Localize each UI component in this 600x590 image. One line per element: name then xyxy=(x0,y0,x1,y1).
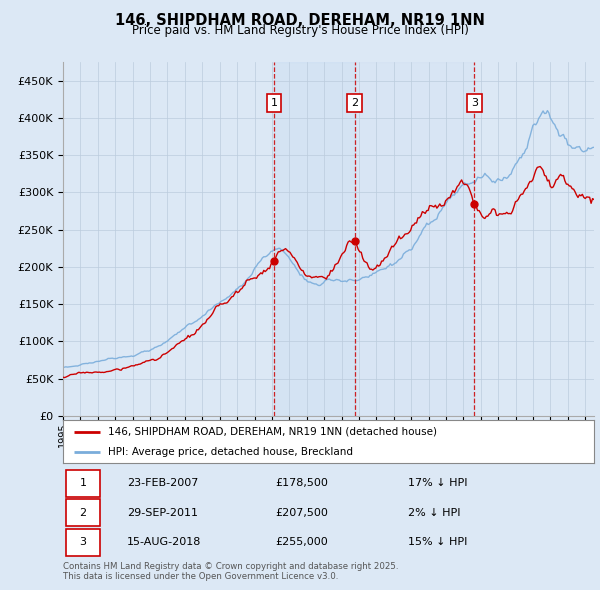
Text: 1: 1 xyxy=(271,98,278,108)
Text: 2: 2 xyxy=(79,508,86,517)
Text: HPI: Average price, detached house, Breckland: HPI: Average price, detached house, Brec… xyxy=(108,447,353,457)
Text: 15% ↓ HPI: 15% ↓ HPI xyxy=(408,537,467,548)
Text: £178,500: £178,500 xyxy=(275,478,328,488)
Text: 146, SHIPDHAM ROAD, DEREHAM, NR19 1NN: 146, SHIPDHAM ROAD, DEREHAM, NR19 1NN xyxy=(115,13,485,28)
Text: 29-SEP-2011: 29-SEP-2011 xyxy=(127,508,198,517)
Text: 17% ↓ HPI: 17% ↓ HPI xyxy=(408,478,467,488)
Text: Price paid vs. HM Land Registry's House Price Index (HPI): Price paid vs. HM Land Registry's House … xyxy=(131,24,469,37)
FancyBboxPatch shape xyxy=(65,499,100,526)
Text: £255,000: £255,000 xyxy=(275,537,328,548)
Bar xyxy=(274,62,355,416)
Text: 23-FEB-2007: 23-FEB-2007 xyxy=(127,478,198,488)
Text: Contains HM Land Registry data © Crown copyright and database right 2025.
This d: Contains HM Land Registry data © Crown c… xyxy=(63,562,398,581)
Text: 1: 1 xyxy=(79,478,86,488)
FancyBboxPatch shape xyxy=(65,529,100,556)
Bar xyxy=(355,62,474,416)
Text: 15-AUG-2018: 15-AUG-2018 xyxy=(127,537,201,548)
Text: £207,500: £207,500 xyxy=(275,508,328,517)
Text: 2% ↓ HPI: 2% ↓ HPI xyxy=(408,508,461,517)
Text: 146, SHIPDHAM ROAD, DEREHAM, NR19 1NN (detached house): 146, SHIPDHAM ROAD, DEREHAM, NR19 1NN (d… xyxy=(108,427,437,437)
Text: 3: 3 xyxy=(79,537,86,548)
FancyBboxPatch shape xyxy=(65,470,100,497)
Text: 2: 2 xyxy=(351,98,358,108)
Text: 3: 3 xyxy=(471,98,478,108)
